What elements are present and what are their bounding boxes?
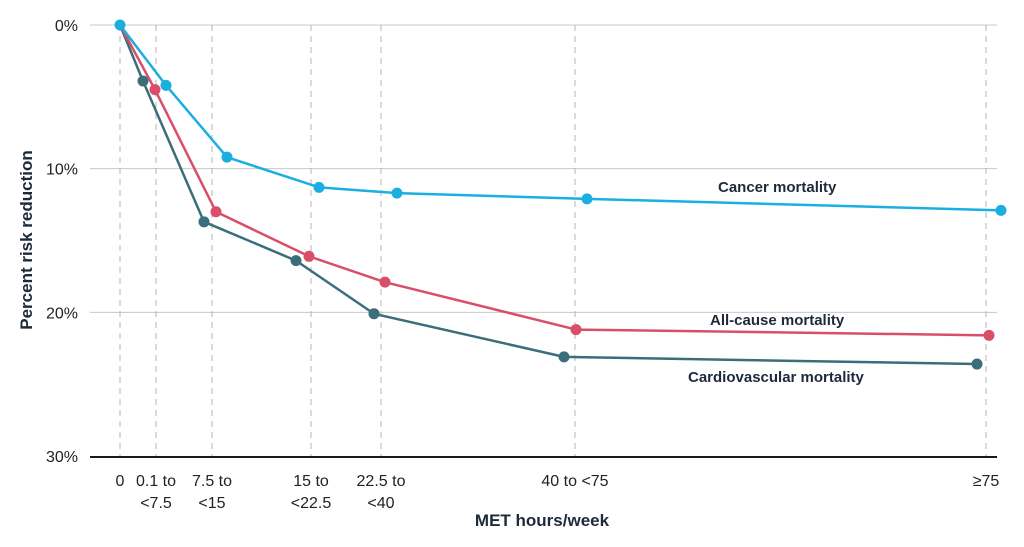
x-tick-label: 7.5 to: [192, 473, 232, 490]
x-tick-label: 0.1 to: [136, 473, 176, 490]
data-point: [558, 351, 570, 363]
data-point: [160, 79, 172, 91]
category-guides: [119, 25, 987, 456]
data-point: [379, 276, 391, 288]
x-tick-label: ≥75: [973, 473, 1000, 490]
data-point: [149, 84, 161, 96]
data-point: [313, 181, 325, 193]
data-point: [581, 193, 593, 205]
x-tick-label: 0: [116, 473, 125, 490]
data-point: [198, 216, 210, 228]
x-tick-label: 22.5 to: [357, 473, 406, 490]
x-tick-label: <40: [367, 495, 394, 512]
y-axis-title: Percent risk reduction: [17, 150, 36, 330]
x-tick-label: <7.5: [140, 495, 172, 512]
data-point: [290, 255, 302, 267]
series: [114, 19, 1007, 370]
series-label: Cardiovascular mortality: [688, 369, 865, 386]
data-point: [137, 75, 149, 87]
series-cancer-mortality: [114, 19, 1007, 216]
series-label: All-cause mortality: [710, 312, 845, 329]
x-tick-label: <15: [198, 495, 225, 512]
x-tick-label: <22.5: [291, 495, 332, 512]
data-point: [995, 204, 1007, 216]
data-point: [210, 206, 222, 218]
y-tick-label: 20%: [46, 305, 78, 322]
series-line: [118, 24, 990, 337]
y-tick-label: 10%: [46, 162, 78, 179]
series-cardiovascular-mortality: [118, 24, 983, 370]
series-label: Cancer mortality: [718, 179, 837, 196]
x-tick-label: 15 to: [293, 473, 329, 490]
grid: [90, 24, 997, 313]
y-tick-label: 30%: [46, 449, 78, 466]
series-line: [118, 24, 978, 366]
series-line: [119, 24, 1002, 212]
y-axis-ticks: 0% 10% 20% 30%: [46, 18, 78, 466]
series-labels: Cardiovascular mortality All-cause mortal…: [688, 179, 865, 386]
y-tick-label: 0%: [55, 18, 78, 35]
data-point: [221, 151, 233, 163]
series-all-cause-mortality: [118, 24, 995, 341]
x-axis-title: MET hours/week: [475, 511, 610, 530]
data-point: [303, 250, 315, 262]
x-tick-label: 40 to <75: [541, 473, 608, 490]
x-axis-ticks: 0 0.1 to <7.5 7.5 to <15 15 to <22.5 22.5 to <40…: [116, 473, 1000, 512]
data-point: [368, 308, 380, 320]
data-point: [971, 358, 983, 370]
data-point: [114, 19, 126, 31]
data-point: [391, 187, 403, 199]
data-point: [983, 329, 995, 341]
data-point: [570, 324, 582, 336]
